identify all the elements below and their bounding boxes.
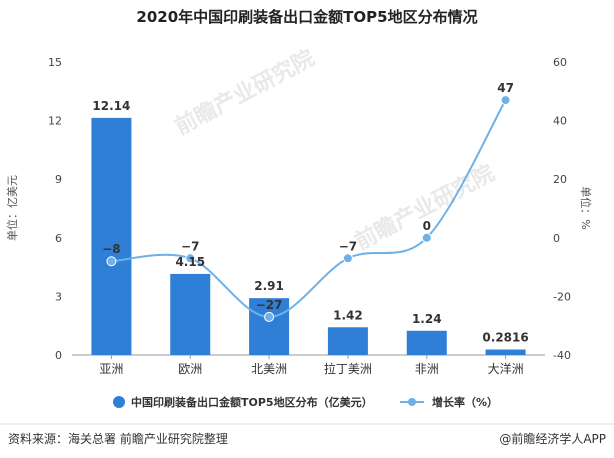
bar-series — [91, 117, 526, 356]
line-point — [185, 253, 196, 264]
y-axis-right-ticks: -40 -20 0 20 40 60 — [553, 56, 571, 362]
chart-title: 2020年中国印刷装备出口金额TOP5地区分布情况 — [136, 8, 477, 26]
bar — [485, 349, 526, 355]
y-tick-right: 60 — [553, 56, 567, 69]
line-point — [106, 256, 117, 267]
bar-data-label: 4.15 — [175, 255, 205, 269]
category-labels: 亚洲 欧洲 北美洲 拉丁美洲 非洲 大洋洲 — [99, 355, 524, 376]
bar-data-label: 12.14 — [92, 99, 130, 113]
y-tick-left: 0 — [55, 349, 62, 362]
bar-data-labels: 12.14 4.15 2.91 1.42 1.24 0.2816 — [92, 99, 528, 345]
watermark: 前瞻产业研究院 前瞻产业研究院 — [171, 45, 499, 255]
x-tick-label: 大洋洲 — [488, 361, 524, 376]
bar — [406, 330, 447, 355]
x-tick-label: 拉丁美洲 — [324, 361, 372, 376]
line-point — [500, 95, 511, 106]
x-tick-label: 亚洲 — [99, 362, 123, 376]
legend-bar-swatch — [113, 396, 125, 408]
bar-data-label: 1.42 — [333, 308, 363, 322]
bar-data-label: 2.91 — [254, 279, 284, 293]
bar — [170, 273, 211, 355]
y-axis-left-label: 单位：亿美元 — [5, 175, 19, 241]
y-tick-left: 3 — [55, 290, 62, 303]
legend-line-label: 增长率（%） — [432, 395, 498, 409]
y-tick-right: -40 — [553, 349, 571, 362]
legend-bar-label: 中国印刷装备出口金额TOP5地区分布（亿美元） — [131, 395, 373, 409]
y-axis-left-ticks: 0 3 6 9 12 15 — [48, 56, 62, 362]
bar — [249, 298, 290, 355]
bar — [327, 327, 368, 355]
legend: 中国印刷装备出口金额TOP5地区分布（亿美元） 增长率（%） — [113, 395, 498, 409]
y-tick-left: 6 — [55, 232, 62, 245]
x-tick-label: 欧洲 — [178, 362, 202, 376]
line-data-label: −27 — [256, 298, 283, 312]
line-data-label: −7 — [339, 239, 357, 253]
line-data-label: −7 — [181, 239, 199, 253]
line-data-labels: −8 −7 −27 −7 0 47 — [102, 81, 514, 312]
bar-data-label: 1.24 — [412, 312, 442, 326]
y-tick-left: 15 — [48, 56, 62, 69]
y-tick-right: 20 — [553, 173, 567, 186]
y-axis-right-label: 单位：% — [579, 186, 593, 229]
line-points — [106, 95, 511, 322]
line-point — [421, 232, 432, 243]
footer-brand: @前瞻经济学人APP — [499, 431, 606, 446]
line-point — [342, 253, 353, 264]
bar — [91, 117, 132, 356]
line-data-label: 0 — [423, 219, 431, 233]
x-tick-label: 非洲 — [415, 362, 439, 376]
y-tick-right: -20 — [553, 290, 571, 303]
y-tick-left: 9 — [55, 173, 62, 186]
y-tick-left: 12 — [48, 115, 62, 128]
line-data-label: 47 — [497, 81, 514, 95]
y-tick-right: 40 — [553, 115, 567, 128]
footer-source: 资料来源：海关总署 前瞻产业研究院整理 — [8, 431, 228, 446]
line-data-label: −8 — [102, 242, 120, 256]
x-tick-label: 北美洲 — [251, 362, 287, 376]
line-point — [264, 311, 275, 322]
legend-line-swatch-dot — [408, 398, 416, 406]
y-tick-right: 0 — [553, 232, 560, 245]
watermark-text-1: 前瞻产业研究院 — [171, 45, 319, 140]
bar-data-label: 0.2816 — [482, 330, 528, 344]
